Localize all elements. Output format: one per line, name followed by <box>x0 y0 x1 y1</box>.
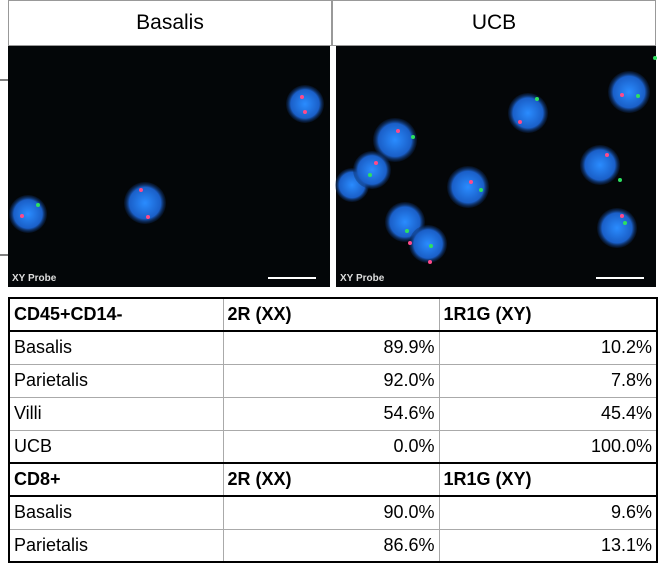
table-row: Basalis 89.9% 10.2% <box>8 330 658 365</box>
micrographs: XY Probe XY Probe <box>0 46 657 287</box>
table-row: Basalis 90.0% 9.6% <box>8 495 658 530</box>
results-table: CD45+CD14- 2R (XX) 1R1G (XY) Basalis 89.9% 10… <box>8 297 658 563</box>
table-cell: 90.0% <box>222 495 440 530</box>
table-cell: Villi <box>8 396 224 431</box>
table-cell: UCB <box>8 429 224 464</box>
table-row: CD8+ 2R (XX) 1R1G (XY) <box>8 462 658 497</box>
table-cell: 9.6% <box>438 495 658 530</box>
table-cell: 2R (XX) <box>222 462 440 497</box>
probe-label: XY Probe <box>12 273 57 284</box>
table-cell: 89.9% <box>222 330 440 365</box>
table-cell: CD45+CD14- <box>8 297 224 332</box>
table-row: UCB 0.0% 100.0% <box>8 429 658 464</box>
table-cell: 92.0% <box>222 363 440 398</box>
table-row: Parietalis 86.6% 13.1% <box>8 528 658 563</box>
table-cell: 1R1G (XY) <box>438 462 658 497</box>
table-cell: Parietalis <box>8 528 224 563</box>
table-cell: Basalis <box>8 330 224 365</box>
probe-label: XY Probe <box>340 273 385 284</box>
table-cell: 1R1G (XY) <box>438 297 658 332</box>
table-cell: 2R (XX) <box>222 297 440 332</box>
table-cell: 0.0% <box>222 429 440 464</box>
table-cell: 86.6% <box>222 528 440 563</box>
table-cell: CD8+ <box>8 462 224 497</box>
panel-title: UCB <box>332 0 656 46</box>
table-cell: Basalis <box>8 495 224 530</box>
table-cell: 100.0% <box>438 429 658 464</box>
table-cell: 10.2% <box>438 330 658 365</box>
table-row: Villi 54.6% 45.4% <box>8 396 658 431</box>
table-cell: 13.1% <box>438 528 658 563</box>
table-row: CD45+CD14- 2R (XX) 1R1G (XY) <box>8 297 658 332</box>
table-cell: 45.4% <box>438 396 658 431</box>
table-cell: Parietalis <box>8 363 224 398</box>
table-cell: 54.6% <box>222 396 440 431</box>
table-cell: 7.8% <box>438 363 658 398</box>
panel-title: Basalis <box>8 0 332 46</box>
table-row: Parietalis 92.0% 7.8% <box>8 363 658 398</box>
